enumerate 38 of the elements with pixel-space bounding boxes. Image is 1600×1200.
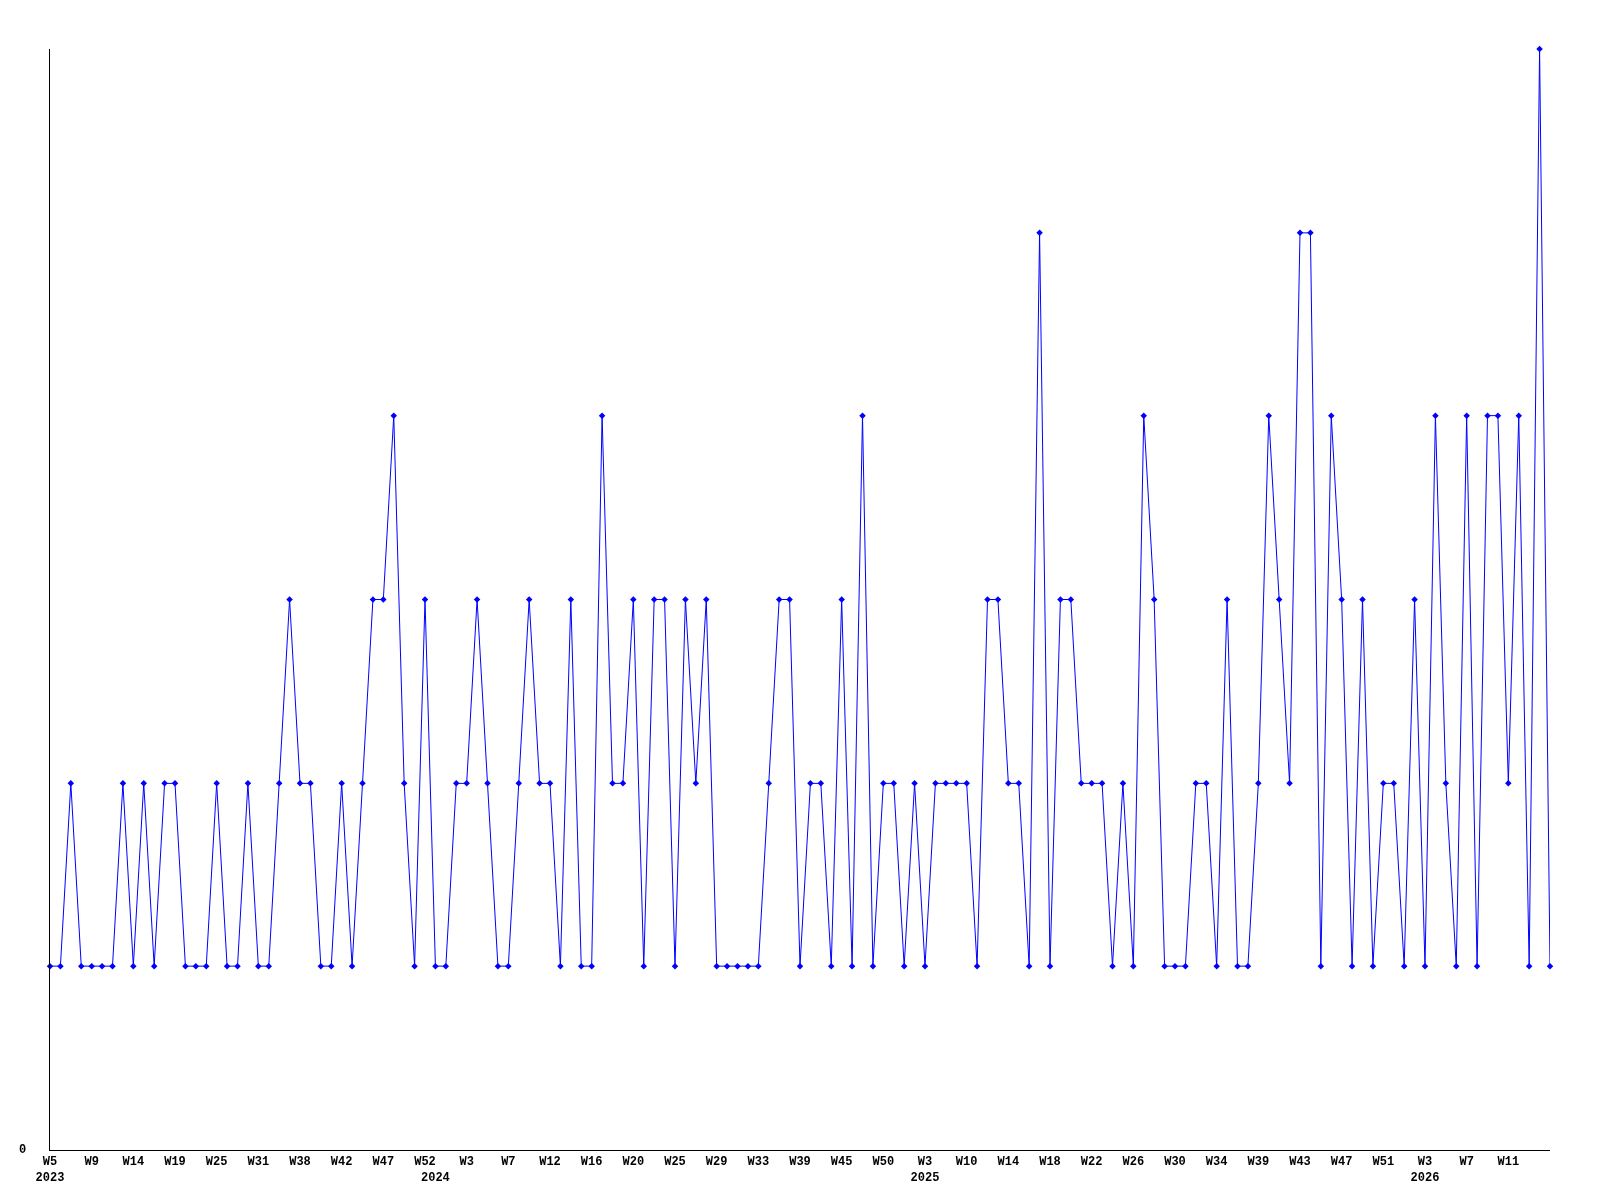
x-tick-label: W50 xyxy=(872,1155,895,1170)
x-tick-label: W7 xyxy=(501,1155,516,1170)
x-tick-label: W45 xyxy=(830,1155,853,1170)
x-tick-label: W43 xyxy=(1289,1155,1311,1170)
x-tick-label: W3 2025 xyxy=(910,1155,940,1185)
x-tick-label: W33 xyxy=(747,1155,770,1170)
x-tick-label: W39 xyxy=(789,1155,811,1170)
x-tick-label: W42 xyxy=(330,1155,353,1170)
x-tick-label: W47 xyxy=(1330,1155,1353,1170)
x-tick-label: W10 xyxy=(955,1155,978,1170)
text: 0 xyxy=(19,1143,27,1157)
x-tick-label: W3 2026 xyxy=(1410,1155,1440,1185)
x-tick-label: W29 xyxy=(705,1155,728,1170)
x-tick-label: W25 xyxy=(205,1155,228,1170)
x-tick-label: W30 xyxy=(1164,1155,1186,1170)
x-tick-label: W18 xyxy=(1039,1155,1061,1170)
x-tick-label: W3 xyxy=(459,1155,474,1170)
x-tick-label: W25 xyxy=(664,1155,686,1170)
x-tick-label: W14 xyxy=(997,1155,1020,1170)
x-tick-label: W16 xyxy=(580,1155,603,1170)
x-tick-label: W19 xyxy=(164,1155,186,1170)
x-tick-label: W12 xyxy=(539,1155,561,1170)
x-tick-label: W7 xyxy=(1459,1155,1474,1170)
x-tick-label: W52 xyxy=(414,1155,436,1170)
x-tick-label: W5 2023 xyxy=(35,1155,65,1185)
x-tick-label: W34 xyxy=(1205,1155,1228,1170)
x-tick-label: W14 xyxy=(122,1155,145,1170)
x-tick-label: W38 xyxy=(289,1155,311,1170)
x-tick-label: W26 xyxy=(1122,1155,1145,1170)
x-tick-label: 2024 xyxy=(421,1171,450,1185)
x-tick-label: W20 xyxy=(622,1155,645,1170)
x-tick-label: W47 xyxy=(372,1155,395,1170)
x-tick-label: W39 xyxy=(1247,1155,1270,1170)
x-tick-label: W11 xyxy=(1497,1155,1520,1170)
x-tick-label: W51 xyxy=(1372,1155,1395,1170)
x-tick-label: W22 xyxy=(1080,1155,1103,1170)
x-tick-label: W9 xyxy=(84,1155,99,1170)
x-tick-label: W31 xyxy=(247,1155,270,1170)
